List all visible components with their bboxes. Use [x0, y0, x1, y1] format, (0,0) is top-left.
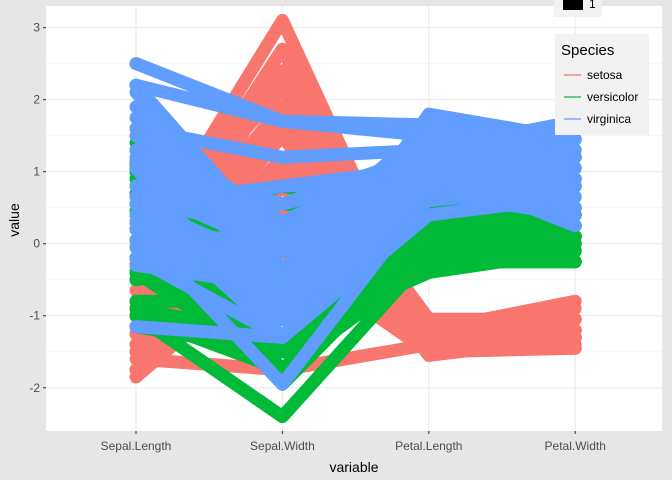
y-tick-label: 0	[33, 237, 40, 251]
legend-label: versicolor	[587, 90, 638, 104]
x-tick-label: Petal.Length	[395, 439, 462, 453]
series-line-virginica	[129, 179, 582, 258]
y-axis: -2 -1 0 1 2 3	[29, 21, 46, 395]
y-axis-title: value	[6, 203, 22, 237]
legend-label: setosa	[587, 68, 623, 82]
x-axis: Sepal.Length Sepal.Width Petal.Length Petal…	[101, 431, 606, 453]
x-tick-label: Petal.Width	[545, 439, 606, 453]
legend-entries: setosa versicolor virginica	[562, 66, 638, 128]
x-tick-label: Sepal.Length	[101, 439, 172, 453]
x-tick-label: Sepal.Width	[250, 439, 315, 453]
y-tick-label: 1	[33, 165, 40, 179]
y-tick-label: -1	[29, 309, 40, 323]
legend: Species setosa versicolor virginica	[555, 34, 649, 135]
legend-extra: 1	[554, 0, 602, 17]
y-tick-label: -2	[29, 381, 40, 395]
legend-entry-virginica: virginica	[562, 110, 631, 128]
series-line-versicolor	[129, 244, 582, 344]
legend-title: Species	[561, 42, 614, 59]
plot-lines	[129, 13, 582, 424]
legend-entry-versicolor: versicolor	[562, 88, 638, 106]
y-tick-label: 2	[33, 93, 40, 107]
legend-extra-key-label: 1	[589, 0, 596, 11]
legend-label: virginica	[587, 112, 631, 126]
series-virginica	[129, 57, 582, 391]
x-axis-title: variable	[329, 459, 378, 475]
y-tick-label: 3	[33, 21, 40, 35]
series-line-virginica	[129, 132, 582, 222]
legend-extra-key-swatch	[563, 0, 583, 10]
legend-entry-setosa: setosa	[562, 66, 623, 84]
